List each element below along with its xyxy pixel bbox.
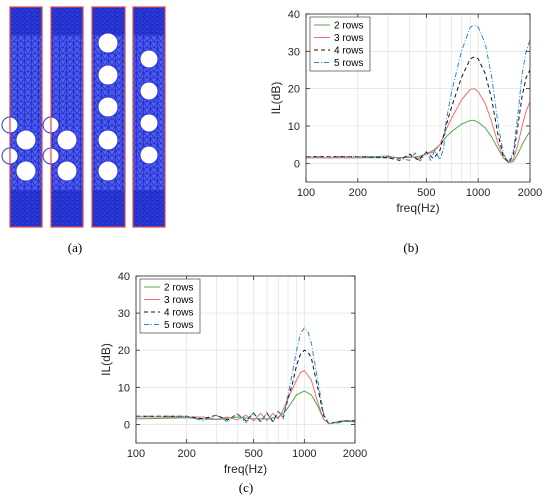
series-line-2-rows bbox=[136, 390, 355, 425]
mesh-hole bbox=[97, 129, 119, 151]
y-tick-label: 0 bbox=[294, 158, 300, 170]
x-tick-label: 500 bbox=[244, 448, 262, 460]
legend-label: 4 rows bbox=[164, 308, 193, 319]
legend-label: 4 rows bbox=[334, 46, 363, 57]
caption-a: (a) bbox=[68, 240, 82, 255]
series-line-3-rows bbox=[306, 88, 530, 164]
x-tick-label: 1000 bbox=[466, 187, 490, 199]
series-line-5-rows bbox=[136, 327, 355, 425]
mesh-hole bbox=[97, 160, 119, 182]
caption-c: (c) bbox=[239, 480, 253, 495]
x-axis-label: freq(Hz) bbox=[396, 201, 439, 215]
y-tick-label: 20 bbox=[288, 84, 300, 96]
y-tick-label: 0 bbox=[124, 419, 130, 431]
mesh-strip-3 bbox=[91, 6, 126, 228]
y-tick-label: 10 bbox=[288, 121, 300, 133]
mesh-hole bbox=[97, 96, 119, 118]
chart-c: 100 200 500 1000 2000 0 10 20 30 40 freq(Hz) IL(dB)… bbox=[99, 271, 367, 476]
legend-label: 5 rows bbox=[334, 58, 363, 69]
mesh-strip-1 bbox=[1, 6, 43, 228]
legend-label: 2 rows bbox=[334, 21, 363, 32]
series-line-4-rows bbox=[306, 56, 530, 163]
y-tick-label: 40 bbox=[118, 271, 130, 283]
y-tick-label: 40 bbox=[288, 9, 300, 21]
mesh-strip-2 bbox=[42, 6, 84, 228]
mesh-hole bbox=[97, 64, 119, 86]
mesh-hole bbox=[139, 49, 159, 69]
y-axis-label: IL(dB) bbox=[269, 82, 283, 115]
mesh-hole bbox=[139, 113, 159, 133]
caption-b: (b) bbox=[403, 240, 418, 255]
x-tick-label: 2000 bbox=[343, 448, 367, 460]
y-tick-label: 30 bbox=[288, 46, 300, 58]
legend-label: 3 rows bbox=[164, 295, 193, 306]
x-tick-label: 200 bbox=[349, 187, 367, 199]
x-tick-label: 2000 bbox=[518, 187, 542, 199]
mesh-hole bbox=[56, 160, 78, 182]
y-axis-label: IL(dB) bbox=[99, 343, 113, 376]
y-tick-label: 10 bbox=[118, 382, 130, 394]
legend-label: 2 rows bbox=[164, 283, 193, 294]
x-tick-label: 500 bbox=[417, 187, 435, 199]
mesh-hole bbox=[97, 32, 119, 54]
x-tick-label: 100 bbox=[297, 187, 315, 199]
chart-b: 100 200 500 1000 2000 0 10 20 30 40 freq(Hz) IL(dB)… bbox=[269, 9, 542, 215]
y-tick-label: 30 bbox=[118, 308, 130, 320]
mesh-hole bbox=[139, 81, 159, 101]
mesh-strip-4 bbox=[132, 6, 166, 228]
x-tick-label: 200 bbox=[177, 448, 195, 460]
x-axis-label: freq(Hz) bbox=[224, 462, 267, 476]
mesh-hole bbox=[15, 129, 37, 151]
mesh-panel bbox=[1, 6, 166, 228]
legend-label: 3 rows bbox=[334, 33, 363, 44]
x-tick-label: 100 bbox=[127, 448, 145, 460]
y-tick-label: 20 bbox=[118, 345, 130, 357]
series-line-3-rows bbox=[136, 370, 355, 425]
mesh-hole bbox=[139, 145, 159, 165]
mesh-hole bbox=[56, 129, 78, 151]
x-tick-label: 1000 bbox=[292, 448, 316, 460]
legend-label: 5 rows bbox=[164, 320, 193, 331]
mesh-hole bbox=[15, 160, 37, 182]
